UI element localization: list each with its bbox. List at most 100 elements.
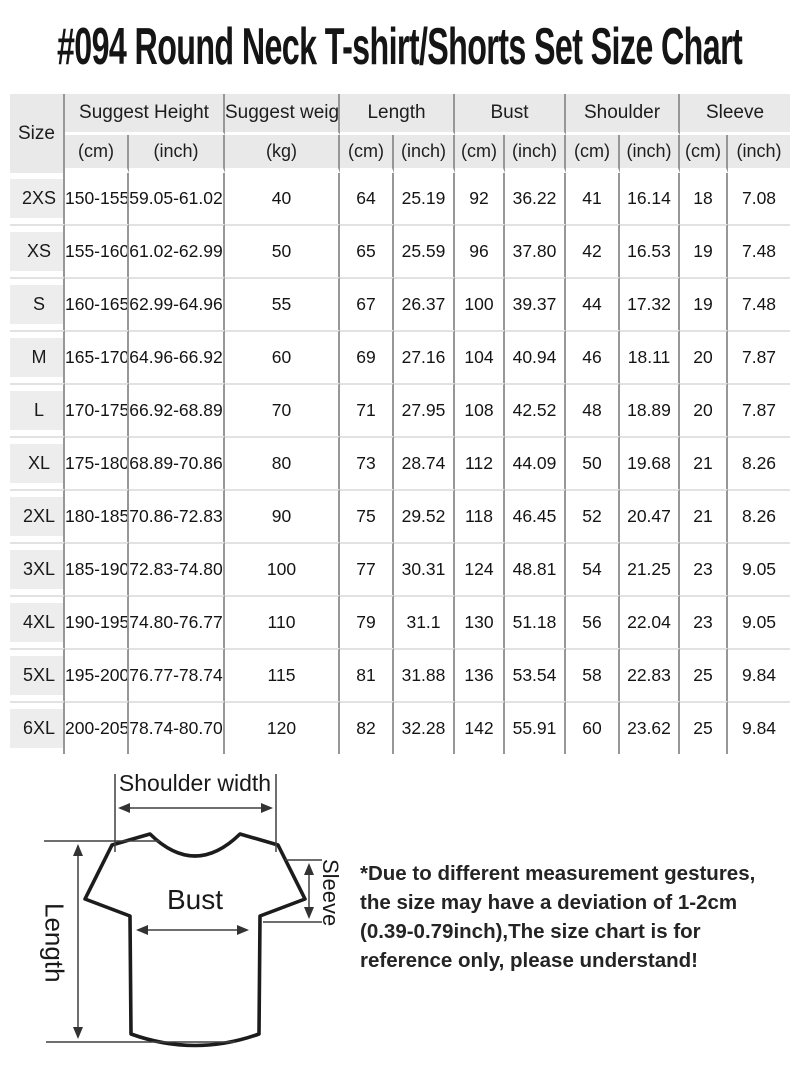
size-cell: 3XL bbox=[9, 542, 65, 595]
height-cm-cell: 170-175 bbox=[64, 383, 129, 436]
length-cm-cell: 65 bbox=[340, 224, 394, 277]
col-header-suggest-height: Suggest Height bbox=[64, 94, 225, 135]
shoulder-cm-cell: 56 bbox=[566, 595, 620, 648]
weight-kg-cell: 120 bbox=[225, 701, 340, 754]
col-header-shoulder: Shoulder bbox=[566, 94, 680, 135]
unit-length-inch: (inch) bbox=[394, 135, 455, 173]
size-chip: 4XL bbox=[9, 603, 63, 642]
size-chip: XS bbox=[9, 232, 63, 271]
size-cell: 6XL bbox=[9, 701, 65, 754]
sleeve-cm-cell: 20 bbox=[680, 383, 728, 436]
shoulder-cm-cell: 58 bbox=[566, 648, 620, 701]
sleeve-cm-cell: 23 bbox=[680, 595, 728, 648]
shoulder-cm-cell: 42 bbox=[566, 224, 620, 277]
bust-cm-cell: 112 bbox=[455, 436, 505, 489]
tshirt-measure-illustration bbox=[44, 774, 322, 1048]
bust-cm-cell: 136 bbox=[455, 648, 505, 701]
bust-cm-cell: 142 bbox=[455, 701, 505, 754]
size-table-row: XL 175-180 68.89-70.86 80 73 28.74 112 4… bbox=[9, 436, 791, 489]
shoulder-cm-cell: 52 bbox=[566, 489, 620, 542]
shoulder-inch-cell: 18.89 bbox=[620, 383, 680, 436]
shoulder-inch-cell: 19.68 bbox=[620, 436, 680, 489]
shoulder-inch-cell: 17.32 bbox=[620, 277, 680, 330]
sleeve-inch-cell: 7.48 bbox=[728, 277, 791, 330]
note-line: the size may have a deviation of 1-2cm bbox=[360, 891, 738, 914]
size-chip: 2XS bbox=[9, 179, 63, 218]
shoulder-inch-cell: 23.62 bbox=[620, 701, 680, 754]
unit-bust-inch: (inch) bbox=[505, 135, 566, 173]
height-cm-cell: 160-165 bbox=[64, 277, 129, 330]
weight-kg-cell: 50 bbox=[225, 224, 340, 277]
sleeve-inch-cell: 7.08 bbox=[741, 188, 777, 208]
shoulder-cm-cell: 54 bbox=[566, 542, 620, 595]
height-inch-cell: 64.96-66.92 bbox=[128, 330, 225, 383]
size-table-row: 2XS 150-155 59.05-61.02 40 64 25.19 92 3… bbox=[9, 173, 790, 224]
bust-inch-cell: 36.22 bbox=[505, 173, 566, 224]
height-cm-cell: 175-180 bbox=[64, 436, 129, 489]
size-chip: 5XL bbox=[9, 656, 63, 695]
bust-cm-cell: 130 bbox=[455, 595, 505, 648]
sleeve-cm-cell: 19 bbox=[680, 277, 728, 330]
sleeve-cm-cell: 23 bbox=[680, 542, 728, 595]
header-unit-row: (cm) (inch) (kg) (cm) (inch) (cm) (inch)… bbox=[10, 135, 791, 173]
bust-cm-cell: 124 bbox=[455, 542, 505, 595]
shoulder-cm-cell: 60 bbox=[566, 701, 620, 754]
note-line: *Due to different measurement gestures, bbox=[360, 862, 756, 885]
size-table-row: M 165-170 64.96-66.92 60 69 27.16 104 40… bbox=[9, 330, 791, 383]
size-cell: 2XL bbox=[9, 489, 65, 542]
size-cell: XL bbox=[9, 436, 65, 489]
shoulder-inch-cell: 18.11 bbox=[620, 330, 680, 383]
height-inch-cell: 62.99-64.96 bbox=[128, 277, 225, 330]
bust-cm-cell: 92 bbox=[455, 173, 505, 224]
unit-shoulder-inch: (inch) bbox=[620, 135, 680, 173]
unit-bust-cm: (cm) bbox=[455, 135, 505, 173]
sleeve-inch-cell: 9.84 bbox=[728, 701, 791, 754]
unit-shoulder-cm: (cm) bbox=[566, 135, 620, 173]
col-header-bust: Bust bbox=[455, 94, 566, 135]
sleeve-inch-cell: 7.48 bbox=[728, 224, 791, 277]
bust-inch-cell: 53.54 bbox=[505, 648, 566, 701]
length-inch-cell: 32.28 bbox=[394, 701, 455, 754]
measurement-diagram: Shoulder width Length Bust Sleeve *Due t… bbox=[0, 764, 800, 1064]
sleeve-inch-cell: 8.26 bbox=[728, 489, 791, 542]
height-inch-cell: 76.77-78.74 bbox=[128, 648, 225, 701]
bust-cm-cell: 96 bbox=[455, 224, 505, 277]
height-inch-cell: 61.02-62.99 bbox=[128, 224, 225, 277]
shoulder-inch-cell: 22.04 bbox=[620, 595, 680, 648]
sleeve-inch-cell: 7.87 bbox=[728, 330, 791, 383]
height-cm-cell: 185-190 bbox=[64, 542, 129, 595]
size-table-row: 5XL 195-200 76.77-78.74 115 81 31.88 136… bbox=[9, 648, 791, 701]
note-line: reference only, please understand! bbox=[360, 949, 698, 972]
height-cm-cell: 150-155 bbox=[65, 173, 129, 224]
sleeve-cm-cell: 19 bbox=[680, 224, 728, 277]
size-chip: S bbox=[9, 285, 63, 324]
note-line: (0.39-0.79inch),The size chart is for bbox=[360, 920, 701, 943]
length-cm-cell: 67 bbox=[340, 277, 394, 330]
size-table: Size Suggest Height Suggest weight Lengt… bbox=[9, 94, 791, 754]
size-chip: M bbox=[9, 338, 63, 377]
size-table-row: XS 155-160 61.02-62.99 50 65 25.59 96 37… bbox=[9, 224, 791, 277]
bust-cm-cell: 100 bbox=[455, 277, 505, 330]
length-cm-cell: 71 bbox=[340, 383, 394, 436]
length-inch-cell: 31.88 bbox=[394, 648, 455, 701]
size-chip: 2XL bbox=[9, 497, 63, 536]
shoulder-cm-cell: 46 bbox=[566, 330, 620, 383]
height-inch-cell: 66.92-68.89 bbox=[128, 383, 225, 436]
weight-kg-cell: 80 bbox=[225, 436, 340, 489]
col-header-suggest-weight: Suggest weight bbox=[225, 94, 340, 135]
size-cell: M bbox=[9, 330, 65, 383]
unit-height-inch: (inch) bbox=[128, 135, 225, 173]
bust-inch-cell: 40.94 bbox=[505, 330, 566, 383]
size-table-body: 2XS 150-155 59.05-61.02 40 64 25.19 92 3… bbox=[9, 173, 791, 754]
tshirt-outline bbox=[83, 832, 307, 1048]
size-table-row: L 170-175 66.92-68.89 70 71 27.95 108 42… bbox=[9, 383, 791, 436]
header-group-row: Size Suggest Height Suggest weight Lengt… bbox=[9, 94, 791, 173]
page-title: #094 Round Neck T-shirt/Shorts Set Size … bbox=[0, 0, 800, 94]
weight-kg-cell: 115 bbox=[225, 648, 340, 701]
size-chip: XL bbox=[9, 444, 63, 483]
sleeve-cm-cell: 21 bbox=[680, 489, 728, 542]
bust-inch-cell: 48.81 bbox=[505, 542, 566, 595]
length-inch-cell: 29.52 bbox=[394, 489, 455, 542]
bust-label: Bust bbox=[166, 884, 224, 915]
shoulder-inch-cell: 16.14 bbox=[620, 173, 680, 224]
